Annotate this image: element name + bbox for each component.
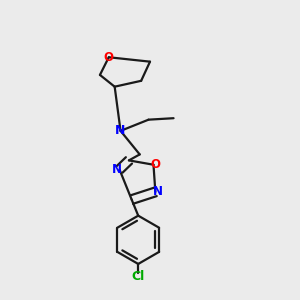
Text: N: N [112, 163, 122, 176]
Text: O: O [151, 158, 161, 171]
Text: N: N [116, 124, 126, 137]
Text: N: N [153, 185, 163, 198]
Text: Cl: Cl [132, 270, 145, 283]
Text: O: O [104, 51, 114, 64]
